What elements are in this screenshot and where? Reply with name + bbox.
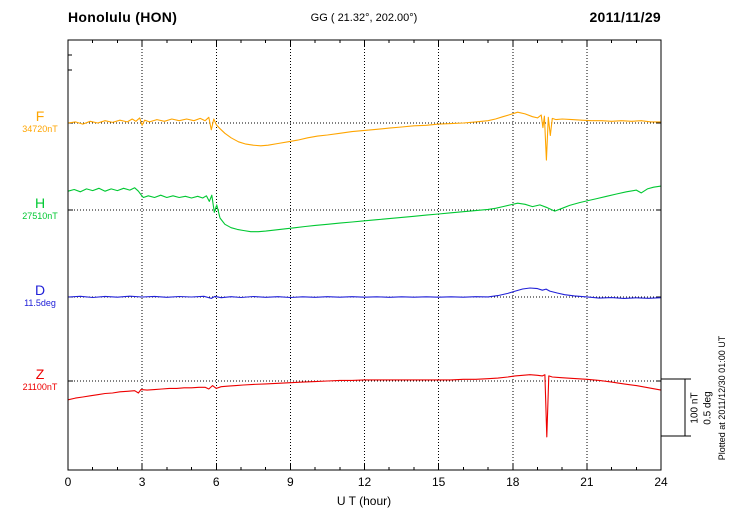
scale-label-deg: 0.5 deg (702, 391, 713, 425)
x-tick-label-15: 15 (431, 475, 446, 489)
x-tick-label-3: 3 (138, 475, 146, 489)
x-tick-label-12: 12 (357, 475, 372, 489)
x-tick-label-24: 24 (654, 475, 668, 489)
station-title: Honolulu (HON) (68, 9, 178, 25)
series-name-D: D (34, 282, 46, 298)
series-name-H: H (34, 195, 46, 211)
scale-bar-labels: 100 nT 0.5 deg (690, 391, 715, 424)
station-coordinates: GG ( 21.32°, 202.00°) (310, 12, 418, 24)
x-tick-label-18: 18 (506, 475, 520, 489)
series-baseline-H: 27510nT (22, 211, 58, 222)
series-baseline-D: 11.5deg (24, 298, 56, 309)
trace-H (67, 185, 662, 233)
series-label-F: F 34720nT (12, 108, 68, 134)
series-name-Z: Z (35, 366, 45, 382)
series-baseline-F: 34720nT (22, 124, 58, 135)
series-label-Z: Z 21100nT (12, 366, 68, 392)
plotted-at-note: Plotted at 2011/12/30 01:00 UT (717, 335, 727, 461)
x-tick-label-6: 6 (212, 475, 220, 489)
series-baseline-Z: 21100nT (22, 382, 58, 393)
series-label-D: D 11.5deg (12, 282, 68, 308)
series-label-H: H 27510nT (12, 195, 68, 221)
trace-Z (67, 374, 662, 438)
x-tick-label-21: 21 (580, 475, 594, 489)
plot-frame (67, 39, 662, 471)
x-tick-label-0: 0 (64, 475, 72, 489)
x-axis-title: U T (hour) (336, 494, 392, 508)
trace-F (67, 111, 661, 161)
trace-D (67, 287, 662, 299)
x-tick-label-9: 9 (287, 475, 294, 489)
plot-date: 2011/11/29 (589, 9, 661, 25)
scale-label-nt: 100 nT (689, 392, 701, 424)
series-name-F: F (35, 108, 45, 124)
